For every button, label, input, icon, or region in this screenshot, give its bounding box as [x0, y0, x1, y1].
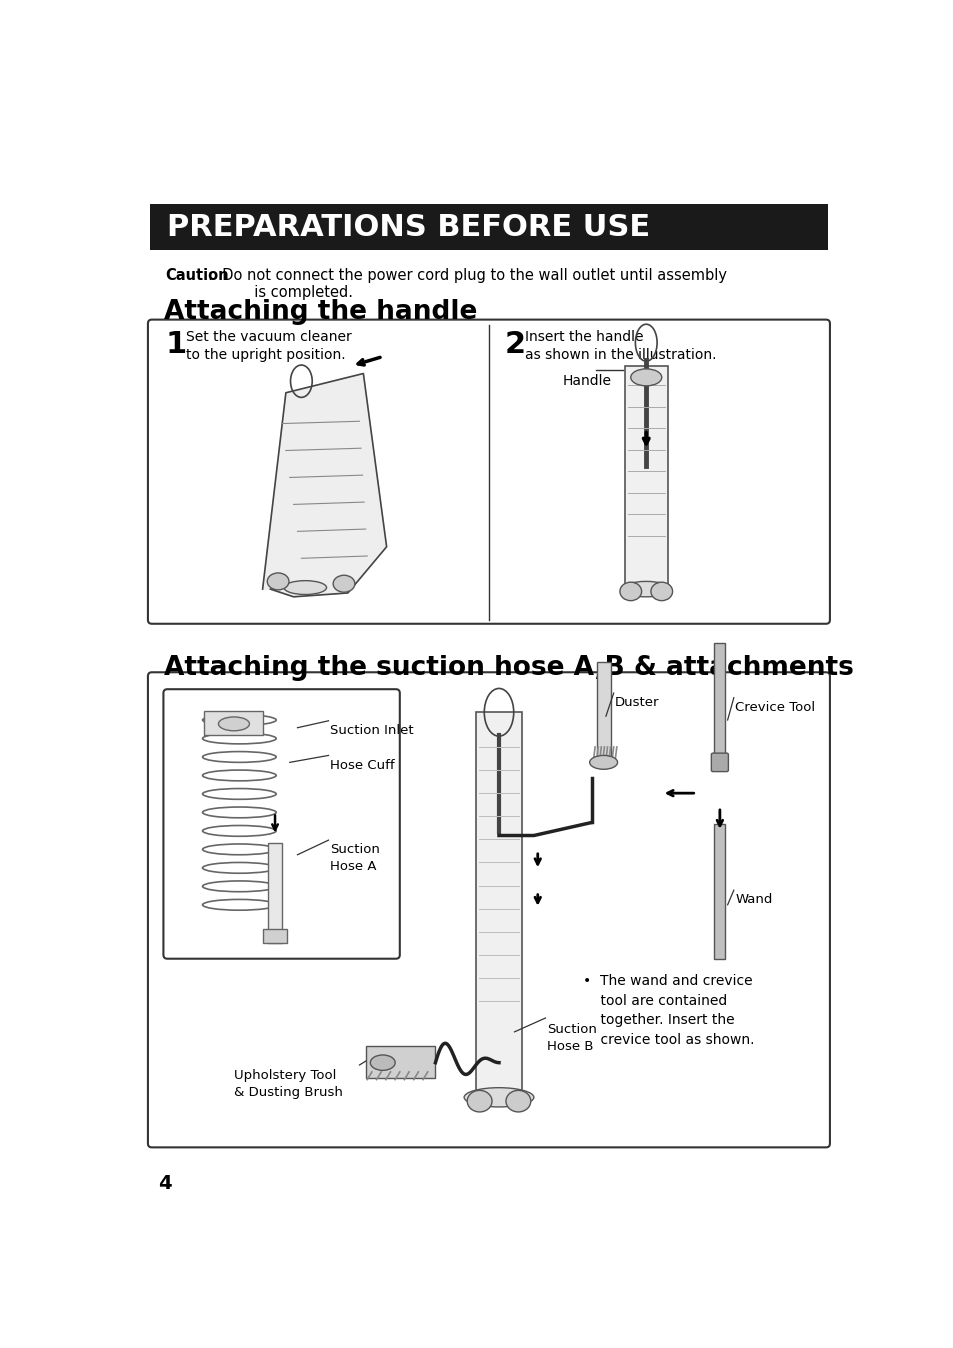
Bar — [476, 712, 521, 1097]
Bar — [268, 844, 282, 944]
Text: Caution: Caution — [166, 268, 229, 283]
Text: Set the vacuum cleaner
to the upright position.: Set the vacuum cleaner to the upright po… — [186, 330, 352, 363]
Ellipse shape — [284, 581, 326, 594]
FancyBboxPatch shape — [148, 319, 829, 624]
Ellipse shape — [218, 717, 249, 731]
Text: Suction
Hose A: Suction Hose A — [330, 844, 379, 874]
Text: Wand: Wand — [735, 894, 772, 906]
FancyBboxPatch shape — [163, 689, 399, 958]
Bar — [624, 365, 667, 589]
Bar — [150, 204, 827, 251]
Text: Insert the handle
as shown in the illustration.: Insert the handle as shown in the illust… — [524, 330, 716, 363]
Ellipse shape — [505, 1091, 530, 1112]
Ellipse shape — [467, 1091, 492, 1112]
Bar — [714, 643, 724, 763]
FancyBboxPatch shape — [711, 754, 728, 771]
Ellipse shape — [464, 1088, 534, 1107]
Text: Suction Inlet: Suction Inlet — [330, 724, 414, 737]
Text: Hose Cuff: Hose Cuff — [330, 759, 395, 771]
Ellipse shape — [333, 576, 355, 592]
Bar — [204, 710, 262, 736]
Text: Crevice Tool: Crevice Tool — [735, 701, 815, 713]
Text: Attaching the suction hose A,B & attachments: Attaching the suction hose A,B & attachm… — [164, 655, 853, 681]
Text: PREPARATIONS BEFORE USE: PREPARATIONS BEFORE USE — [167, 213, 650, 241]
Ellipse shape — [370, 1055, 395, 1070]
Text: 2: 2 — [504, 330, 525, 359]
Bar — [365, 1046, 435, 1078]
Text: Suction
Hose B: Suction Hose B — [546, 1023, 597, 1053]
Ellipse shape — [589, 755, 617, 770]
FancyBboxPatch shape — [148, 673, 829, 1147]
Text: Handle: Handle — [562, 373, 611, 387]
Text: 4: 4 — [158, 1174, 172, 1193]
Text: •  The wand and crevice
    tool are contained
    together. Insert the
    crev: • The wand and crevice tool are containe… — [582, 975, 754, 1046]
Ellipse shape — [619, 582, 641, 601]
Text: Duster: Duster — [615, 696, 659, 709]
Ellipse shape — [620, 581, 671, 597]
Ellipse shape — [650, 582, 672, 601]
Polygon shape — [262, 373, 386, 597]
Text: Upholstery Tool
& Dusting Brush: Upholstery Tool & Dusting Brush — [233, 1069, 342, 1099]
Bar — [714, 824, 724, 958]
Ellipse shape — [630, 369, 661, 386]
Bar — [262, 930, 287, 944]
Text: :  Do not connect the power cord plug to the wall outlet until assembly
        : : Do not connect the power cord plug to … — [208, 268, 726, 301]
Text: 1: 1 — [166, 330, 187, 359]
Ellipse shape — [267, 573, 289, 590]
Bar — [596, 662, 610, 763]
Text: Attaching the handle: Attaching the handle — [164, 299, 477, 325]
